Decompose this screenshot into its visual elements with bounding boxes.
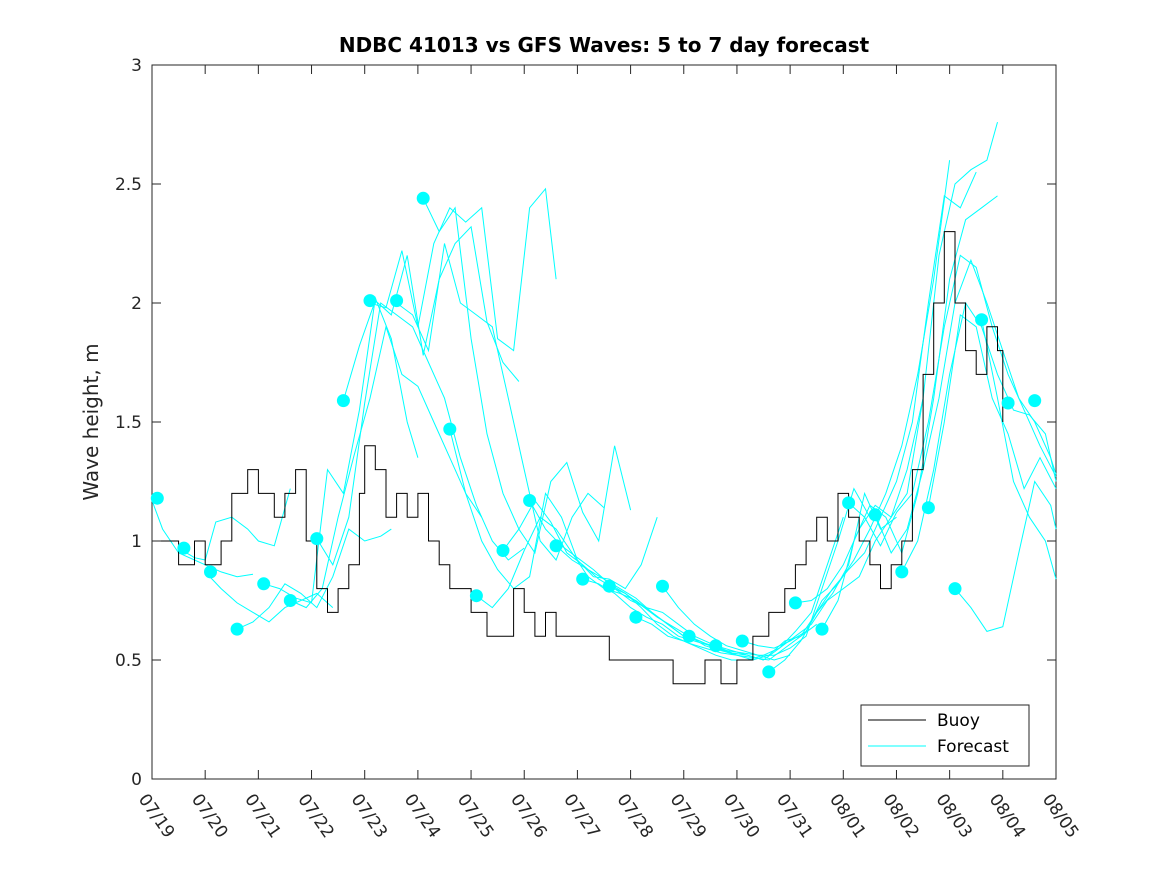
forecast-line-4 [236, 528, 392, 630]
forecast-point [177, 541, 191, 555]
forecast-point [975, 313, 989, 327]
legend-buoy-label: Buoy [937, 711, 980, 731]
forecast-point [257, 577, 271, 591]
forecast-point [788, 596, 802, 610]
forecast-point [735, 634, 749, 648]
forecast-line-7 [316, 302, 525, 566]
buoy-line-group [152, 231, 1004, 685]
forecast-line-10 [396, 243, 605, 561]
chart-title: NDBC 41013 vs GFS Waves: 5 to 7 day fore… [339, 33, 870, 57]
legend: Buoy Forecast [860, 704, 1030, 767]
forecast-point [523, 494, 537, 507]
forecast-point [762, 665, 776, 679]
forecast-line-3 [204, 571, 334, 623]
forecast-line-20 [662, 487, 871, 656]
forecast-line-27 [848, 254, 1057, 547]
y-tick-label: 0 [131, 770, 142, 790]
forecast-line-29 [901, 301, 1057, 573]
forecast-point [576, 572, 590, 586]
forecast-point [948, 582, 962, 596]
forecast-point [629, 610, 643, 624]
forecast-point [709, 639, 723, 653]
forecast-point [363, 294, 377, 308]
legend-forecast-label: Forecast [937, 737, 1009, 757]
forecast-line-31 [954, 480, 1057, 632]
forecast-point [842, 496, 856, 510]
forecast-point [1028, 394, 1042, 408]
forecast-point [496, 544, 510, 557]
forecast-point [815, 622, 829, 636]
forecast-point [1001, 396, 1015, 410]
forecast-line-30 [927, 313, 1057, 508]
legend-box [860, 704, 1030, 767]
forecast-line-25 [795, 121, 998, 604]
forecast-point [549, 539, 563, 553]
forecast-point [443, 422, 457, 436]
forecast-point [416, 191, 430, 205]
forecast-line-1 [151, 500, 254, 578]
plot-area [151, 64, 1057, 780]
forecast-line-11 [422, 198, 632, 555]
forecast-point [921, 501, 935, 515]
forecast-point [602, 579, 616, 593]
forecast-point [150, 491, 164, 505]
y-tick-label: 2.5 [115, 175, 142, 195]
forecast-line-22 [715, 398, 924, 661]
forecast-point [895, 565, 909, 579]
forecast-point [469, 589, 483, 603]
forecast-points [150, 191, 1042, 679]
forecast-line-12 [449, 428, 658, 590]
forecast-point [230, 622, 244, 636]
forecast-line-28 [874, 258, 1057, 554]
y-axis: 0 0.5 1 1.5 2 2.5 3 [115, 56, 1056, 790]
y-tick-label: 2 [131, 294, 142, 314]
y-axis-label: Wave height, m [79, 343, 103, 500]
forecast-lines [151, 121, 1057, 673]
forecast-point [390, 294, 404, 308]
forecast-line-26 [821, 195, 998, 630]
forecast-line-32 [981, 319, 1057, 580]
y-tick-label: 0.5 [115, 651, 142, 671]
forecast-point [656, 579, 669, 593]
forecast-point [336, 394, 350, 408]
forecast-point [283, 594, 297, 607]
y-tick-label: 1.5 [115, 413, 142, 433]
forecast-point [204, 565, 217, 579]
y-tick-label: 1 [131, 532, 142, 552]
forecast-line-8 [342, 225, 520, 401]
forecast-line-9 [369, 187, 557, 352]
forecast-line-24 [768, 171, 977, 673]
forecast-point [310, 532, 324, 546]
forecast-point [868, 508, 882, 522]
forecast-line-16 [555, 545, 764, 661]
forecast-point [682, 629, 696, 643]
buoy-line [152, 231, 1004, 685]
y-tick-label: 3 [131, 56, 142, 76]
